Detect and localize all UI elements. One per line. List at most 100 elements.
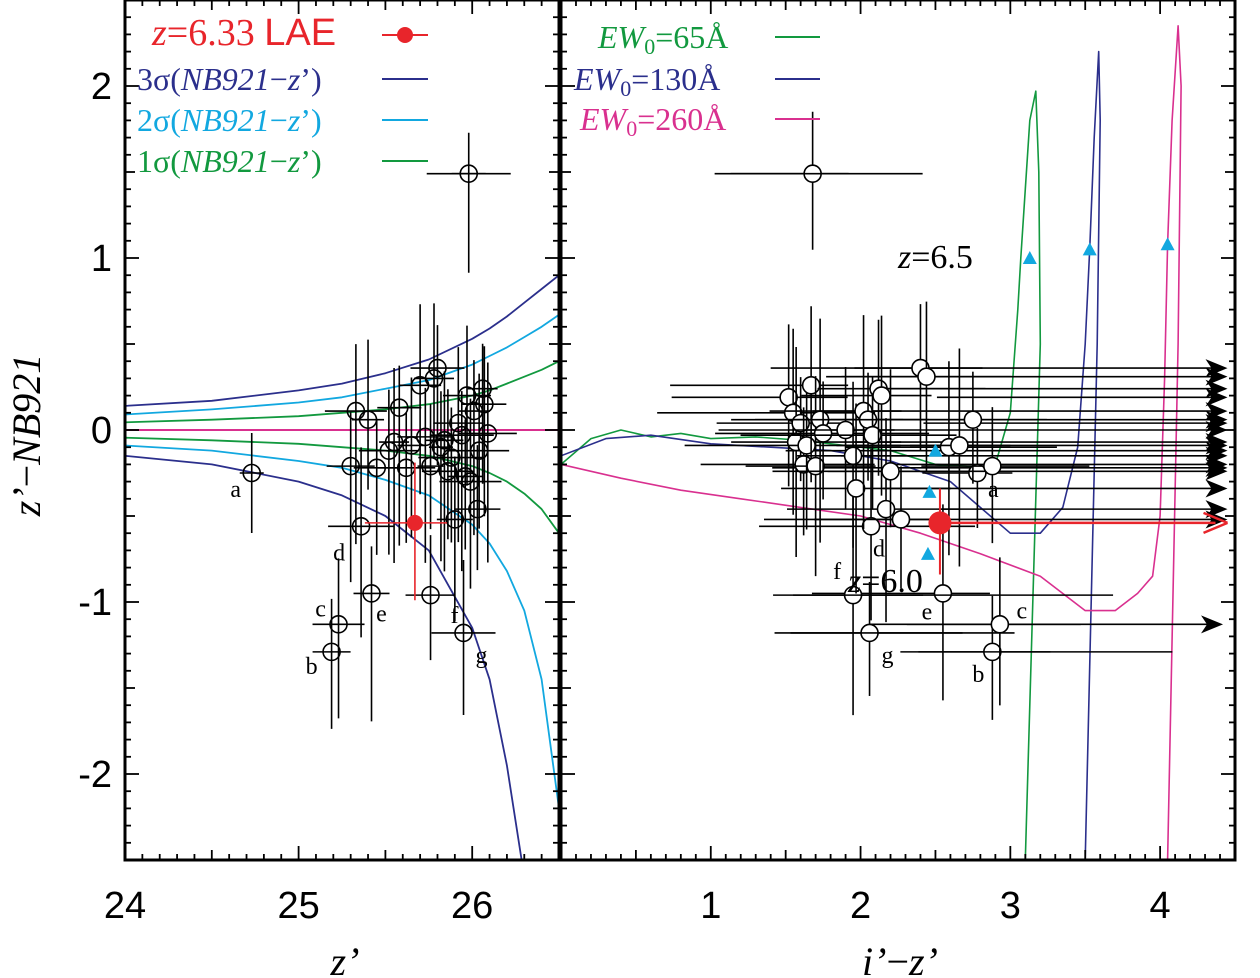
error-bar bbox=[324, 344, 387, 545]
point-label-g: g bbox=[882, 643, 894, 669]
data-point bbox=[475, 394, 494, 414]
legend-left: z=6.33 LAE 3σ(NB921−z’) 2σ(NB921−z’) 1σ(… bbox=[137, 12, 428, 179]
error-bar bbox=[458, 362, 517, 563]
redshift-marker bbox=[1022, 251, 1037, 264]
track-ew260 bbox=[561, 25, 1182, 860]
error-bar bbox=[377, 365, 422, 546]
data-point bbox=[384, 432, 404, 452]
x-tick-label: 25 bbox=[277, 885, 319, 927]
data-point bbox=[341, 456, 360, 476]
data-point bbox=[428, 358, 447, 378]
point-label-c: c bbox=[315, 596, 326, 622]
point-label-e: e bbox=[376, 601, 387, 627]
data-point bbox=[843, 446, 863, 466]
error-bar bbox=[836, 348, 1011, 567]
data-point bbox=[801, 375, 821, 395]
x-tick-label: 1 bbox=[700, 885, 721, 927]
error-bar bbox=[328, 447, 395, 638]
data-point bbox=[881, 461, 900, 481]
legend-right: EW0=65Å EW0=130Å EW0=260Å bbox=[573, 19, 820, 141]
data-point bbox=[445, 510, 465, 529]
error-bar bbox=[772, 369, 987, 528]
error-bar bbox=[326, 412, 375, 583]
lower-limit-arrow bbox=[1205, 421, 1228, 439]
point-label-d: d bbox=[333, 540, 345, 566]
data-point bbox=[322, 642, 341, 662]
y-tick-label: 0 bbox=[91, 410, 112, 452]
x-axis-label-right: i’−z’ bbox=[862, 939, 938, 978]
data-point bbox=[983, 456, 1002, 476]
error-bar bbox=[714, 111, 849, 250]
data-point bbox=[917, 367, 936, 386]
data-point bbox=[876, 499, 896, 519]
sigma1-lower-curve bbox=[125, 436, 559, 534]
point-label-e: e bbox=[922, 599, 933, 625]
lae-error-bar bbox=[364, 462, 447, 601]
track-ew130 bbox=[561, 50, 1101, 860]
redshift-marker bbox=[928, 443, 943, 457]
data-point bbox=[779, 388, 798, 407]
point-label-f: f bbox=[451, 603, 459, 629]
x-tick-label: 26 bbox=[451, 885, 493, 927]
error-bar bbox=[379, 368, 410, 564]
legend-ew260: EW0=260Å bbox=[579, 101, 726, 141]
data-point bbox=[468, 499, 487, 519]
error-bar bbox=[239, 433, 264, 533]
x-tick-label: 2 bbox=[850, 885, 871, 927]
lower-limit-arrow bbox=[1205, 462, 1228, 481]
error-bar bbox=[410, 325, 465, 466]
point-label-d: d bbox=[873, 536, 885, 562]
sigma2-upper-curve bbox=[125, 314, 559, 416]
lae-limit-arrow bbox=[1203, 511, 1228, 535]
lae-point bbox=[928, 511, 952, 535]
data-point bbox=[836, 420, 855, 440]
sigma2-lower-curve bbox=[125, 444, 559, 809]
data-point bbox=[389, 398, 409, 417]
legend-ew130: EW0=130Å bbox=[573, 61, 720, 101]
lower-limit-arrow bbox=[1205, 479, 1228, 498]
lae-point bbox=[406, 514, 423, 531]
point-label-a: a bbox=[988, 477, 999, 503]
point-label-a: a bbox=[230, 477, 241, 503]
redshift-marker bbox=[1160, 237, 1175, 251]
sigma3-upper-curve bbox=[125, 274, 559, 407]
point-label-b: b bbox=[306, 654, 318, 680]
data-point bbox=[421, 585, 440, 605]
data-point bbox=[963, 410, 983, 429]
error-bar bbox=[414, 303, 455, 459]
error-bar bbox=[451, 132, 486, 273]
point-label-g: g bbox=[476, 643, 488, 669]
data-point bbox=[358, 410, 378, 429]
error-bar bbox=[436, 456, 473, 622]
data-point bbox=[435, 431, 454, 450]
point-label-b: b bbox=[972, 662, 984, 688]
error-bar bbox=[449, 373, 510, 529]
x-tick-label: 24 bbox=[104, 885, 146, 927]
legend-lae: z=6.33 LAE bbox=[151, 12, 336, 54]
sigma1-upper-curve bbox=[125, 360, 559, 424]
error-bar bbox=[439, 398, 502, 589]
lower-limit-arrow bbox=[1201, 615, 1224, 634]
redshift-marker bbox=[1082, 242, 1097, 256]
data-point bbox=[351, 517, 371, 536]
point-label-f: f bbox=[833, 559, 841, 585]
data-point bbox=[438, 461, 458, 481]
data-point bbox=[933, 584, 953, 603]
annotation-z6-5: z=6.5 bbox=[897, 239, 973, 276]
data-point bbox=[329, 615, 348, 634]
data-point bbox=[362, 584, 381, 603]
x-axis-label-left: z’ bbox=[330, 939, 360, 978]
error-bar bbox=[801, 315, 932, 496]
y-axis-label: z’−NB921 bbox=[4, 354, 49, 518]
data-point bbox=[950, 436, 969, 455]
y-tick-label: -2 bbox=[78, 754, 112, 796]
data-point bbox=[813, 424, 833, 443]
data-point bbox=[891, 510, 911, 529]
data-point bbox=[424, 369, 444, 388]
legend-3sigma: 3σ(NB921−z’) bbox=[137, 61, 322, 97]
data-point bbox=[473, 379, 492, 399]
redshift-marker bbox=[922, 484, 937, 498]
lower-limit-arrow bbox=[1205, 367, 1228, 386]
legend-1sigma: 1σ(NB921−z’) bbox=[137, 143, 322, 179]
